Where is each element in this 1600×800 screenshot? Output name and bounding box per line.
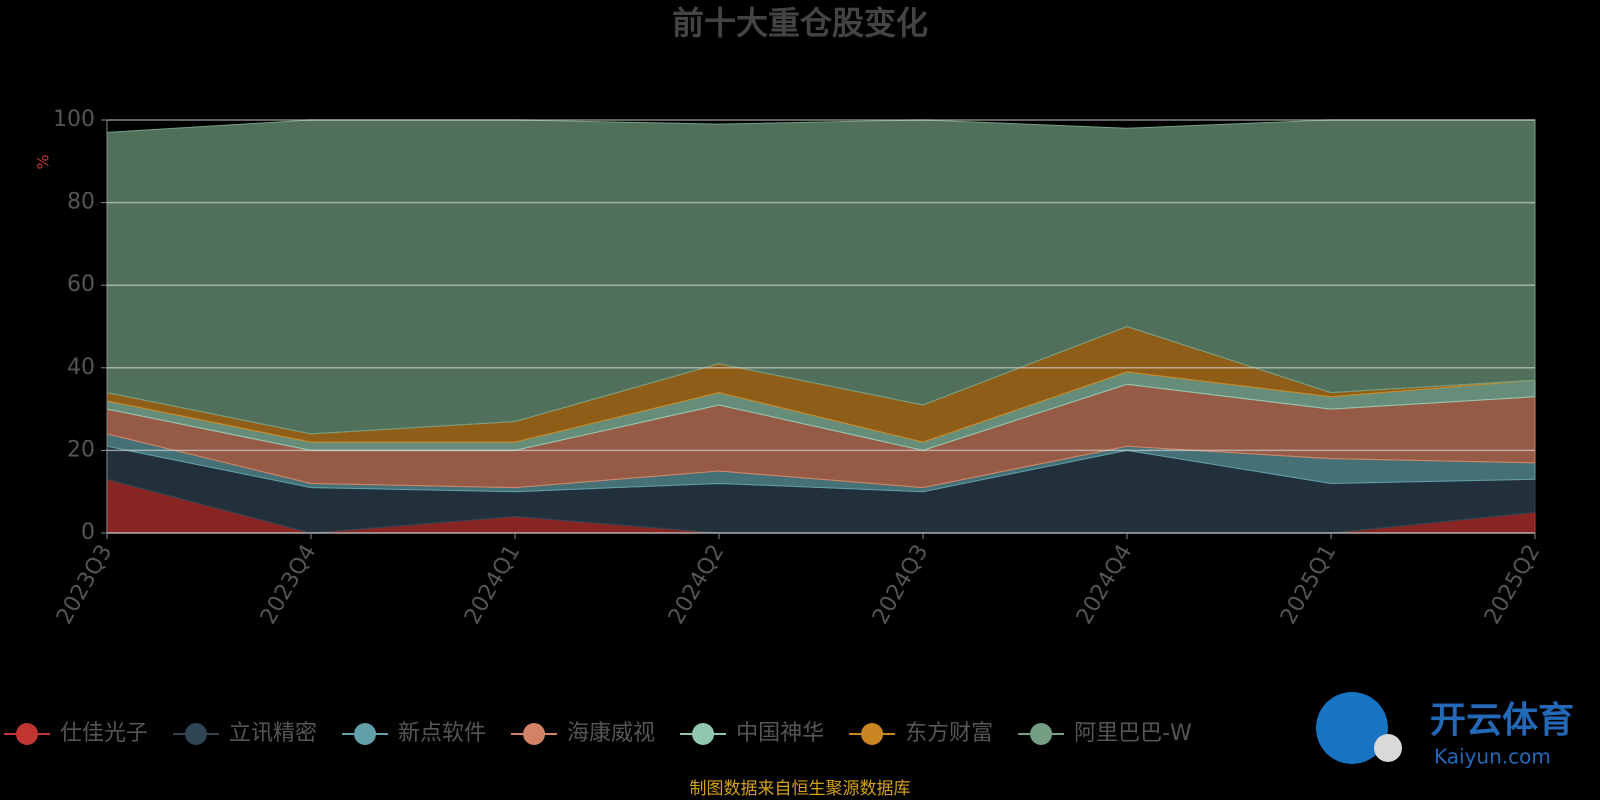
legend-label: 中国神华 <box>736 721 824 746</box>
legend-label: 新点软件 <box>398 721 486 746</box>
area <box>106 119 1536 435</box>
x-tick-label: 2023Q3 <box>52 541 117 629</box>
y-axis-label: % <box>34 154 53 169</box>
chart-title: 前十大重仓股变化 <box>672 4 928 42</box>
legend-marker <box>185 723 208 745</box>
y-tick-label: 0 <box>81 520 95 545</box>
legend-item[interactable]: 中国神华 <box>680 721 824 746</box>
legend-marker <box>692 723 715 745</box>
legend-label: 仕佳光子 <box>60 721 148 746</box>
y-tick-label: 60 <box>67 272 95 297</box>
x-tick-label: 2024Q3 <box>868 541 933 629</box>
y-tick-label: 40 <box>67 355 95 380</box>
legend-label: 阿里巴巴-W <box>1074 721 1192 746</box>
legend-marker <box>1030 723 1053 745</box>
y-tick-label: 80 <box>67 190 95 215</box>
legend: 仕佳光子 立讯精密 新点软件 海康威视 中国神华 东方财富 阿里巴巴-W <box>4 721 1192 746</box>
legend-label: 东方财富 <box>905 721 993 746</box>
x-tick-label: 2025Q1 <box>1276 541 1341 629</box>
legend-item[interactable]: 仕佳光子 <box>4 721 148 746</box>
legend-item[interactable]: 立讯精密 <box>173 721 317 746</box>
watermark-logo <box>1316 692 1388 764</box>
legend-marker <box>354 723 377 745</box>
legend-item[interactable]: 新点软件 <box>342 721 486 746</box>
x-tick-label: 2024Q2 <box>664 541 729 629</box>
legend-label: 海康威视 <box>567 721 655 746</box>
legend-item[interactable]: 海康威视 <box>511 721 655 746</box>
y-tick-label: 100 <box>53 107 95 132</box>
legend-item[interactable]: 东方财富 <box>849 721 993 746</box>
legend-item[interactable]: 阿里巴巴-W <box>1018 721 1192 746</box>
legend-label: 立讯精密 <box>229 721 317 746</box>
x-tick-label: 2024Q1 <box>460 541 525 629</box>
x-tick-label: 2024Q4 <box>1072 541 1137 629</box>
areas <box>106 119 1536 534</box>
legend-marker <box>523 723 546 745</box>
x-tick-label: 2025Q2 <box>1480 541 1545 629</box>
watermark-ball <box>1374 734 1402 762</box>
legend-marker <box>16 723 38 745</box>
watermark: 开云体育 Kaiyun.com <box>1316 692 1574 769</box>
legend-marker <box>861 723 884 745</box>
watermark-url: Kaiyun.com <box>1434 745 1551 769</box>
watermark-title: 开云体育 <box>1430 700 1574 741</box>
y-tick-label: 20 <box>67 437 95 462</box>
source-note: 制图数据来自恒生聚源数据库 <box>690 779 911 799</box>
x-tick-label: 2023Q4 <box>256 541 321 629</box>
